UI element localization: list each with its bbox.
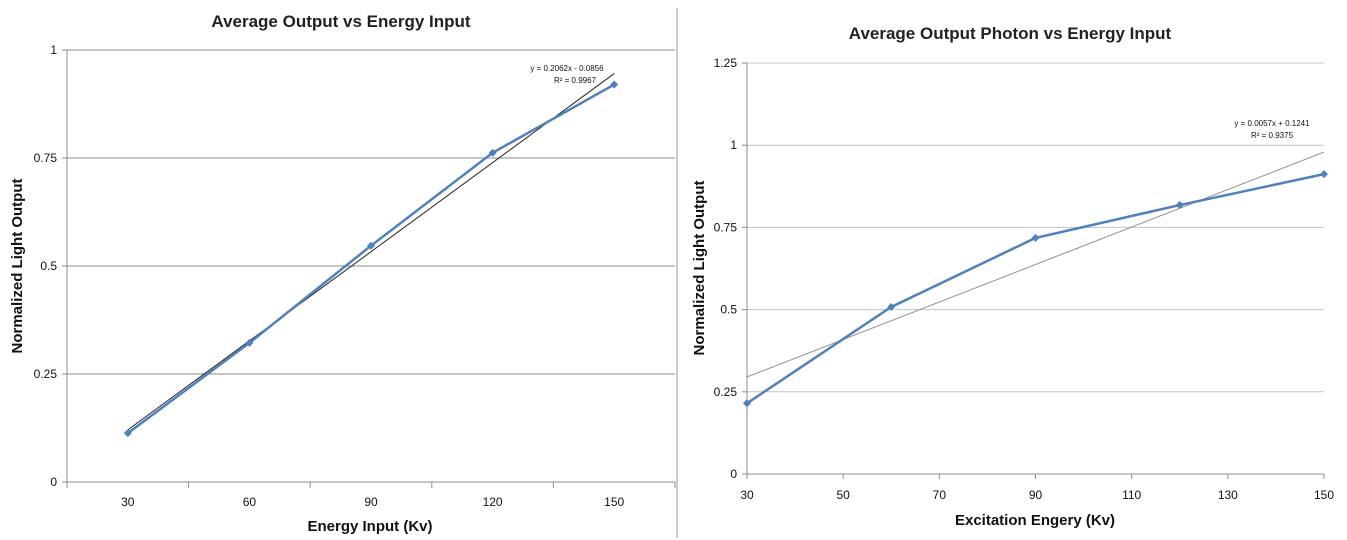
y-tick-label: 0 <box>50 475 57 489</box>
data-point <box>245 338 254 347</box>
chart-left-trend-r2: R² = 0.9967 <box>554 76 597 85</box>
x-tick-label: 130 <box>1218 488 1238 502</box>
chart-left-x-axis-title: Energy Input (Kv) <box>307 518 432 535</box>
y-tick-label: 1.25 <box>714 56 738 70</box>
chart-left-series <box>123 80 619 438</box>
chart-left-title: Average Output vs Energy Input <box>211 12 470 31</box>
x-tick-label: 120 <box>483 495 503 509</box>
chart-right-title: Average Output Photon vs Energy Input <box>849 24 1172 43</box>
trendline <box>127 73 615 431</box>
y-tick-label: 1 <box>730 138 737 152</box>
chart-right-x-ticks: 30 50 70 90 110 130 150 <box>740 474 1334 502</box>
data-point <box>1031 233 1040 242</box>
data-point <box>367 241 375 250</box>
y-tick-label: 0.5 <box>720 303 737 317</box>
x-tick-label: 30 <box>121 495 135 509</box>
data-point <box>887 302 896 311</box>
chart-right-trendline <box>746 151 1325 378</box>
x-tick-label: 150 <box>604 495 624 509</box>
chart-left: Average Output vs Energy Input 00.250.50… <box>9 12 676 535</box>
data-point <box>1320 170 1328 179</box>
chart-right-y-axis-title: Normalized Light Output <box>691 181 708 356</box>
chart-right-gridlines <box>747 62 1324 393</box>
x-tick-label: 60 <box>243 495 257 509</box>
y-tick-label: 0.25 <box>714 385 738 399</box>
chart-left-gridlines <box>67 49 675 375</box>
data-point <box>488 148 497 157</box>
y-tick-label: 1 <box>50 43 57 57</box>
x-tick-label: 70 <box>933 488 947 502</box>
x-tick-label: 110 <box>1122 488 1141 502</box>
chart-right-trend-r2: R² = 0.9375 <box>1251 131 1294 140</box>
y-tick-label: 0.25 <box>34 367 58 381</box>
chart-left-y-axis-title: Normalized Light Output <box>9 179 26 354</box>
y-tick-label: 0 <box>730 467 737 481</box>
x-tick-label: 150 <box>1314 488 1334 502</box>
x-tick-label: 90 <box>364 495 378 509</box>
y-tick-label: 0.75 <box>34 151 58 165</box>
chart-right: Average Output Photon vs Energy Input 00… <box>691 24 1334 529</box>
data-point <box>610 80 619 89</box>
series-line <box>746 172 1325 405</box>
data-point <box>1175 201 1184 210</box>
x-tick-label: 30 <box>740 488 754 502</box>
y-tick-label: 0.5 <box>40 259 57 273</box>
chart-left-trendline <box>127 73 615 431</box>
data-point <box>743 399 751 408</box>
chart-left-x-ticks: 30 60 90 120 150 <box>66 482 676 509</box>
trendline <box>746 151 1325 378</box>
chart-right-y-ticks: 0 0.25 0.5 0.75 1 1.25 <box>714 56 747 481</box>
chart-right-series <box>743 170 1328 408</box>
chart-right-trend-equation: y = 0.0057x + 0.1241 <box>1234 119 1310 128</box>
y-tick-label: 0.75 <box>714 220 738 234</box>
chart-left-y-ticks: 0 0.25 0.5 0.75 1 <box>34 43 67 489</box>
x-tick-label: 90 <box>1029 488 1043 502</box>
series-line <box>127 83 615 435</box>
x-tick-label: 50 <box>836 488 850 502</box>
data-point <box>123 429 132 438</box>
chart-left-trend-equation: y = 0.2062x - 0.0856 <box>530 64 604 73</box>
chart-right-x-axis-title: Excitation Engery (Kv) <box>955 512 1115 529</box>
